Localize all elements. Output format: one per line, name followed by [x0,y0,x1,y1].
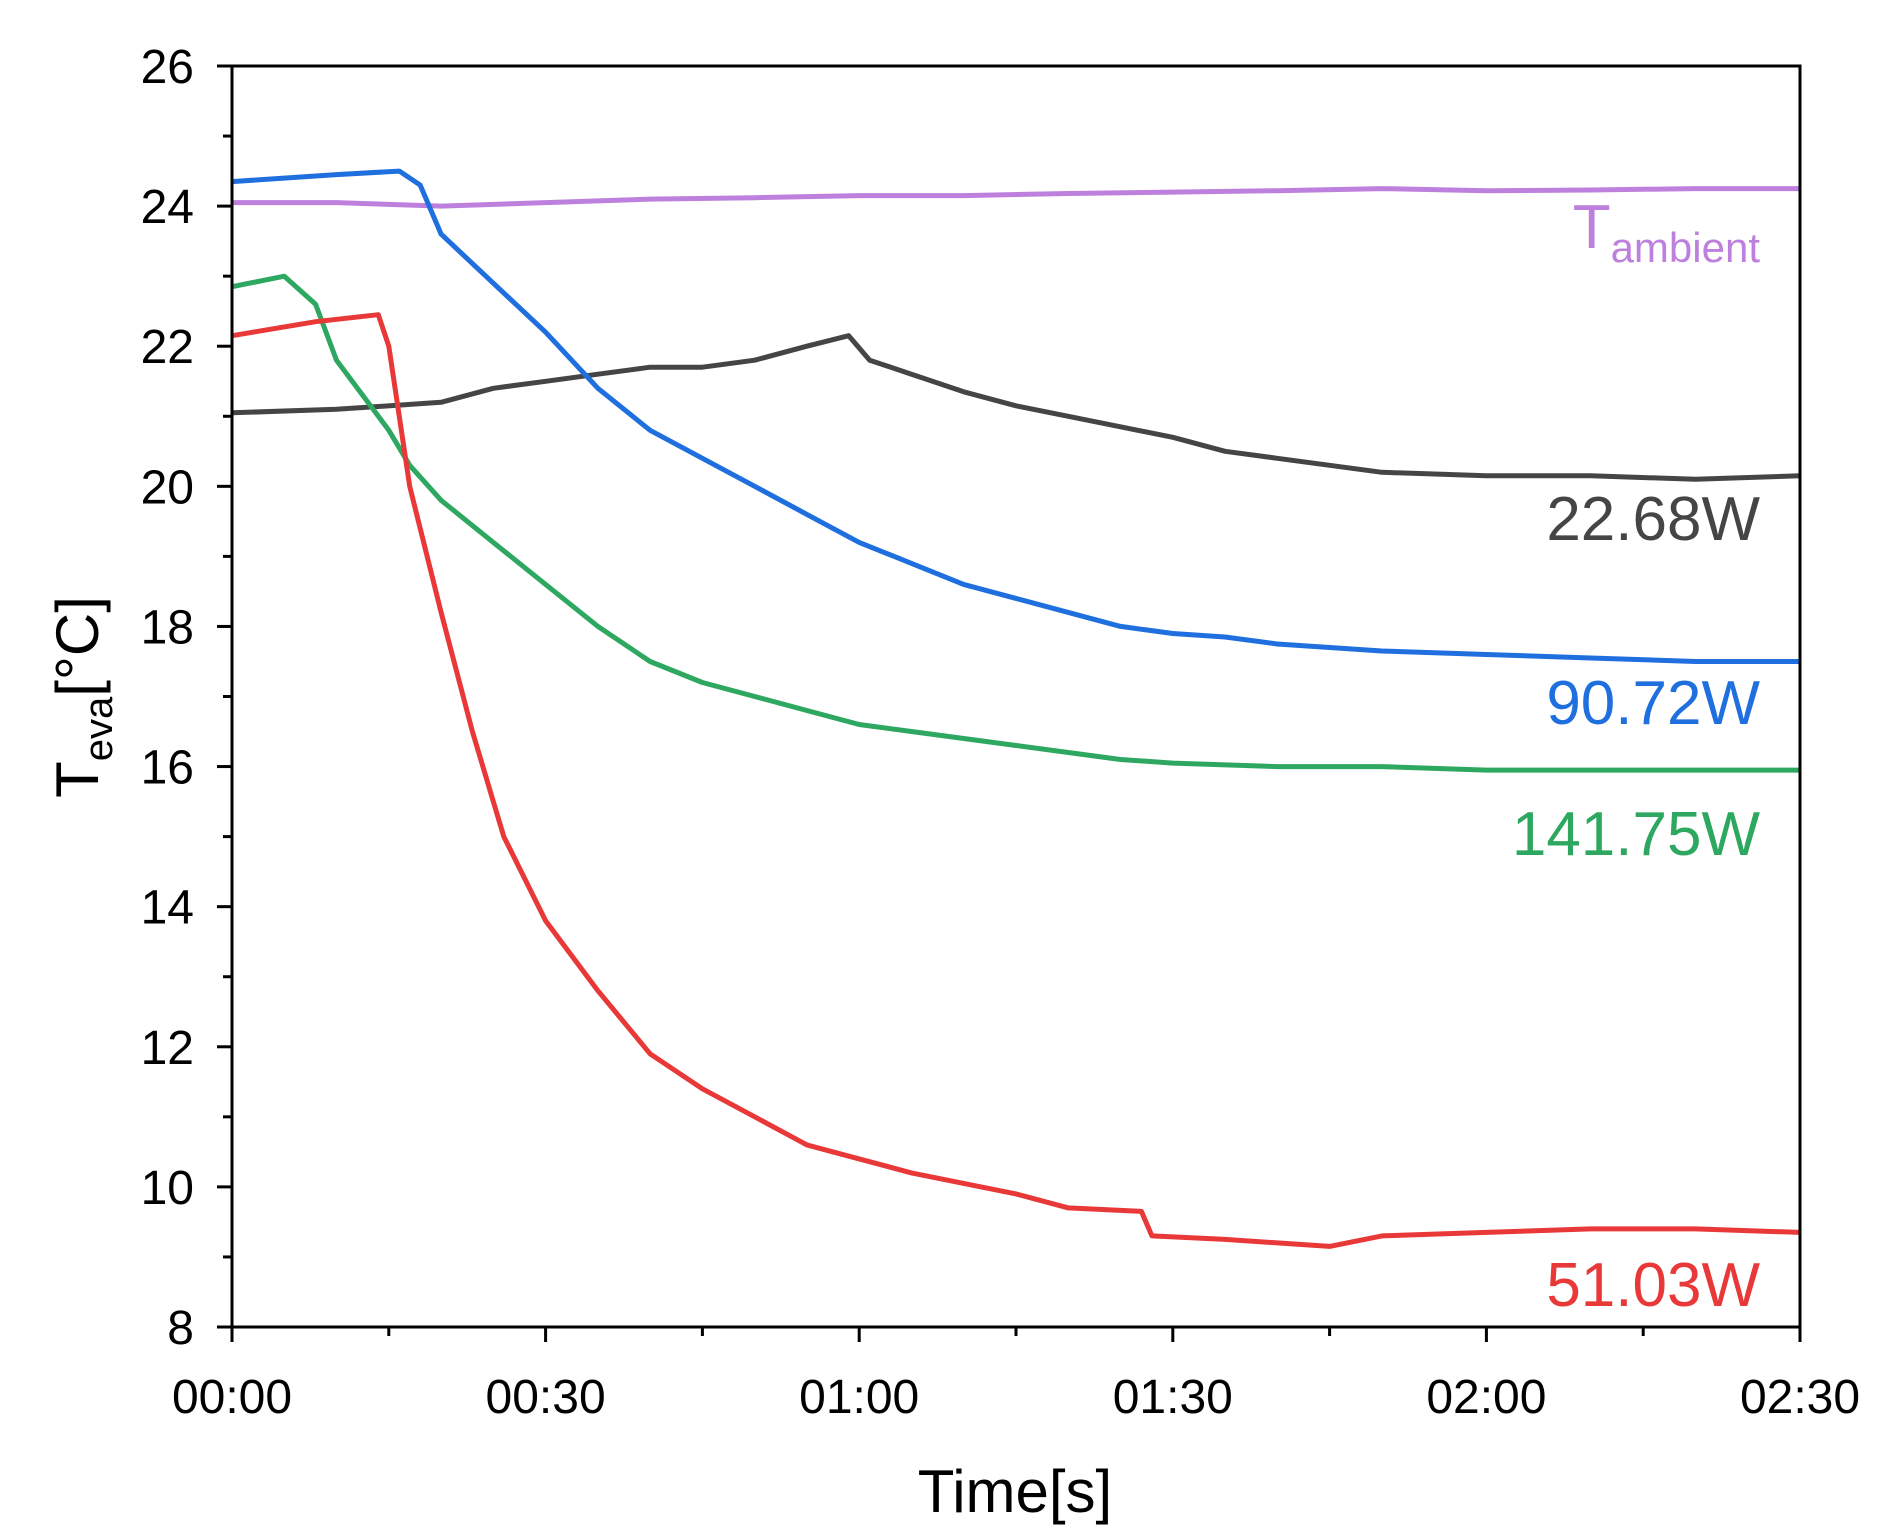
series-label: Tambient [1573,193,1761,271]
series-label-main: 51.03W [1546,1251,1760,1320]
series-label-main: 90.72W [1546,669,1760,738]
series-line [231,333,1801,482]
y-tick-label: 8 [167,1302,194,1355]
x-tick-label: 00:30 [486,1371,606,1424]
x-tick-label: 02:00 [1426,1371,1546,1424]
series-label: 22.68W [1546,485,1760,554]
x-tick-label: 00:00 [172,1371,292,1424]
series-line [232,186,1800,209]
y-tick-label: 20 [141,461,194,514]
x-tick-label: 02:30 [1740,1371,1860,1424]
y-axis-label-main: T [44,761,111,798]
series-label-main: 22.68W [1546,485,1760,554]
y-axis-label-sub: eva [77,696,121,761]
y-tick-label: 18 [141,601,194,654]
x-tick-label: 01:30 [1113,1371,1233,1424]
series-line [231,312,1801,1249]
y-tick-label: 12 [141,1022,194,1075]
y-axis-label: Teva[°C] [44,596,121,798]
series-label: 90.72W [1546,669,1760,738]
plot-frame [230,64,1802,1329]
y-tick-label: 26 [141,41,194,94]
y-tick-label: 24 [141,181,194,234]
series-label-main: 141.75W [1512,800,1761,869]
x-axis-label: Time[s] [918,1458,1112,1525]
y-axis-label-unit: [°C] [44,596,111,697]
series-label-sub: ambient [1611,224,1761,271]
y-tick-label: 14 [141,882,194,935]
series-label: 51.03W [1546,1251,1760,1320]
series-line [231,168,1800,664]
series-line [231,273,1800,773]
x-tick-label: 01:00 [799,1371,919,1424]
y-tick-label: 16 [141,742,194,795]
y-tick-label: 10 [141,1162,194,1215]
series-label: 141.75W [1512,800,1761,869]
series-label-main: T [1573,193,1611,262]
y-tick-label: 22 [141,321,194,374]
